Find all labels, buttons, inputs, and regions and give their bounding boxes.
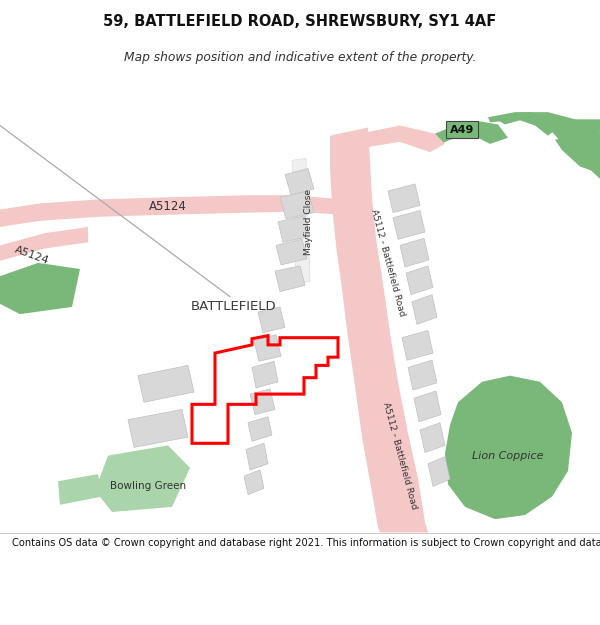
Polygon shape: [402, 331, 433, 360]
Text: 59, BATTLEFIELD ROAD, SHREWSBURY, SY1 4AF: 59, BATTLEFIELD ROAD, SHREWSBURY, SY1 4A…: [103, 14, 497, 29]
Polygon shape: [280, 191, 314, 219]
Polygon shape: [555, 136, 600, 174]
Polygon shape: [406, 266, 433, 294]
Polygon shape: [420, 422, 445, 452]
Polygon shape: [330, 127, 428, 532]
Polygon shape: [570, 119, 600, 132]
Polygon shape: [276, 239, 307, 265]
Polygon shape: [250, 389, 275, 414]
Polygon shape: [428, 457, 450, 486]
Text: BATTLEFIELD: BATTLEFIELD: [191, 301, 277, 314]
Text: A5112 - Battlefield Road: A5112 - Battlefield Road: [382, 401, 419, 510]
Polygon shape: [330, 126, 445, 162]
Polygon shape: [388, 184, 420, 213]
Polygon shape: [400, 238, 429, 267]
Text: Bowling Green: Bowling Green: [110, 481, 186, 491]
Polygon shape: [445, 376, 572, 519]
Polygon shape: [408, 360, 437, 390]
Polygon shape: [412, 294, 437, 324]
Polygon shape: [138, 366, 194, 403]
Text: Mayfield Close: Mayfield Close: [304, 189, 313, 255]
Text: Map shows position and indicative extent of the property.: Map shows position and indicative extent…: [124, 51, 476, 64]
Polygon shape: [246, 443, 268, 470]
Polygon shape: [278, 216, 310, 242]
Polygon shape: [430, 121, 508, 148]
Polygon shape: [0, 195, 340, 227]
Text: A5112 - Battlefield Road: A5112 - Battlefield Road: [370, 208, 407, 318]
Polygon shape: [128, 409, 188, 447]
Polygon shape: [258, 307, 285, 332]
Text: A5124: A5124: [13, 245, 50, 266]
Text: Contains OS data © Crown copyright and database right 2021. This information is : Contains OS data © Crown copyright and d…: [12, 538, 600, 548]
Polygon shape: [488, 112, 600, 179]
Polygon shape: [95, 446, 190, 512]
Polygon shape: [0, 263, 80, 314]
Polygon shape: [0, 227, 88, 261]
Polygon shape: [244, 470, 264, 494]
Polygon shape: [292, 158, 310, 283]
Polygon shape: [498, 112, 558, 136]
Polygon shape: [285, 169, 314, 195]
Text: A49: A49: [450, 124, 474, 134]
Polygon shape: [275, 266, 305, 291]
Polygon shape: [254, 334, 281, 361]
Text: A5124: A5124: [149, 200, 187, 213]
Polygon shape: [414, 391, 441, 422]
Polygon shape: [248, 417, 272, 441]
Polygon shape: [252, 361, 278, 388]
Text: Lion Coppice: Lion Coppice: [472, 451, 544, 461]
Polygon shape: [393, 211, 425, 239]
Polygon shape: [58, 474, 102, 505]
